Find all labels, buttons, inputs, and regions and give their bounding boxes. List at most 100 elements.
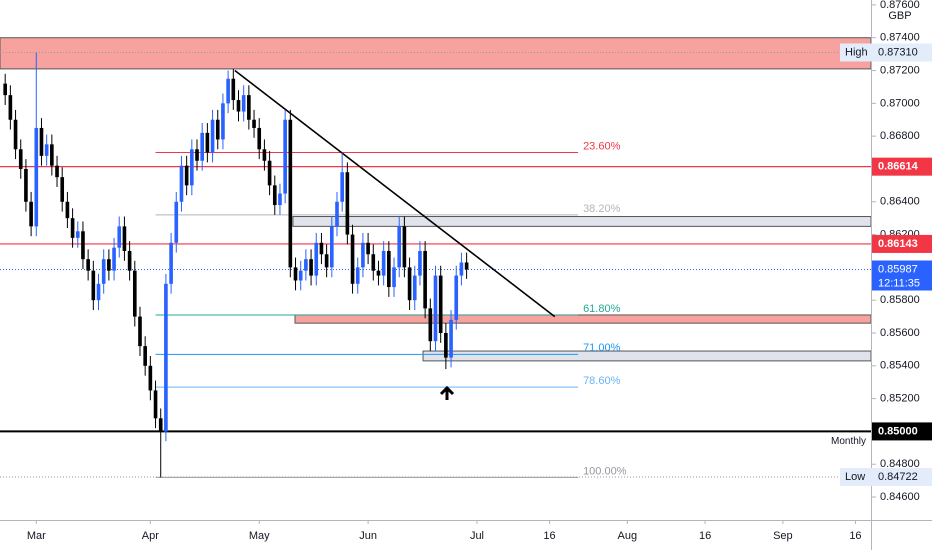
candle-body [91, 270, 96, 301]
candle-body [329, 226, 334, 268]
price-label-box [872, 234, 932, 253]
y-tick-label: 0.85800 [880, 294, 920, 306]
zone [292, 216, 872, 227]
candle-body [376, 270, 381, 276]
candle-body [407, 267, 412, 301]
candle-body [335, 201, 339, 227]
candle-body [418, 250, 422, 276]
countdown-label: 12:11:35 [878, 277, 920, 289]
candle-body [304, 259, 308, 271]
candle-body [361, 242, 365, 268]
candle-body [345, 172, 350, 235]
candle-body [350, 234, 355, 284]
candle-body [96, 283, 101, 301]
candle-body [215, 119, 220, 140]
candle-body [158, 418, 163, 432]
candle-body [164, 283, 168, 432]
candle-body [236, 100, 241, 112]
candle-body [143, 346, 147, 366]
y-tick-label: 0.87600 [880, 0, 920, 11]
candle-body [459, 262, 464, 276]
candle-body [8, 95, 13, 120]
candle-body [3, 83, 7, 96]
candle-body [247, 95, 251, 120]
y-tick-label: 0.84800 [880, 458, 920, 470]
fib-label: 61.80% [583, 303, 621, 315]
candle-body [428, 308, 433, 342]
candle-body [262, 149, 267, 161]
candle-body [18, 149, 23, 169]
fib-label: 78.60% [583, 375, 621, 387]
y-tick-label: 0.85200 [880, 393, 920, 405]
candle-body [117, 226, 122, 248]
candle-body [50, 144, 54, 166]
candle-body [24, 168, 28, 202]
marker-name: Low [845, 471, 865, 483]
candle-body [60, 177, 65, 202]
candle-body [44, 144, 49, 156]
fib-label: 0.00% [583, 40, 614, 52]
x-tick-label: Jul [470, 530, 484, 542]
candle-body [195, 149, 199, 161]
candle-body [381, 250, 386, 276]
y-tick-label: 0.86400 [880, 196, 920, 208]
y-tick-label: 0.85400 [880, 360, 920, 372]
candle-body [257, 127, 262, 150]
candle-body [221, 103, 225, 140]
candle-body [70, 218, 75, 238]
candle-body [210, 119, 215, 153]
price-label: 0.86143 [878, 238, 918, 250]
candle-body [433, 275, 438, 342]
candle-body [293, 267, 298, 281]
candle-body [148, 365, 153, 391]
y-tick-label: 0.84600 [880, 491, 920, 503]
x-tick-label: 16 [849, 530, 861, 542]
candle-body [101, 259, 106, 284]
y-tick-label: 0.87000 [880, 97, 920, 109]
candle-body [107, 259, 111, 271]
candle-body [252, 119, 256, 128]
candle-body [366, 242, 370, 255]
zone [294, 314, 872, 324]
candle-body [397, 226, 402, 268]
candle-body [309, 259, 313, 276]
candle-body [29, 201, 33, 227]
x-tick-label: Sep [773, 530, 793, 542]
currency-label: GBP [888, 10, 911, 22]
fib-label: 38.20% [583, 203, 621, 215]
price-label-box [872, 157, 932, 176]
candle-body [340, 172, 344, 202]
candle-body [86, 259, 90, 271]
candle-body [355, 267, 360, 284]
candle-body [39, 127, 44, 156]
x-tick-label: Mar [27, 530, 46, 542]
candle-body [138, 316, 142, 347]
x-tick-label: 16 [699, 530, 711, 542]
candle-body [438, 275, 443, 333]
candle-body [200, 132, 205, 161]
candle-body [132, 270, 137, 317]
candle-body [81, 231, 85, 260]
price-line-note: Monthly [831, 436, 866, 447]
x-tick-label: Jun [359, 530, 377, 542]
candle-body [464, 262, 469, 270]
candle-body [122, 226, 127, 251]
candle-body [402, 226, 407, 268]
arrow-icon [439, 385, 455, 400]
marker-box [840, 468, 932, 487]
candle-body [75, 231, 80, 238]
candle-body [241, 95, 246, 112]
x-tick-label: 16 [543, 530, 555, 542]
marker-value: 0.84722 [878, 471, 918, 483]
marker-name: High [845, 46, 868, 58]
candle-body [13, 119, 18, 150]
candle-body [314, 242, 319, 276]
zone [422, 350, 872, 362]
trendline [234, 69, 556, 318]
plot-area: 0.00% 23.60% 38.20% 61.80% 71.00% 78.60% 100.0… [0, 37, 872, 478]
candle-body [174, 201, 179, 243]
y-tick-label: 0.87400 [880, 32, 920, 44]
candle-body [231, 78, 236, 101]
